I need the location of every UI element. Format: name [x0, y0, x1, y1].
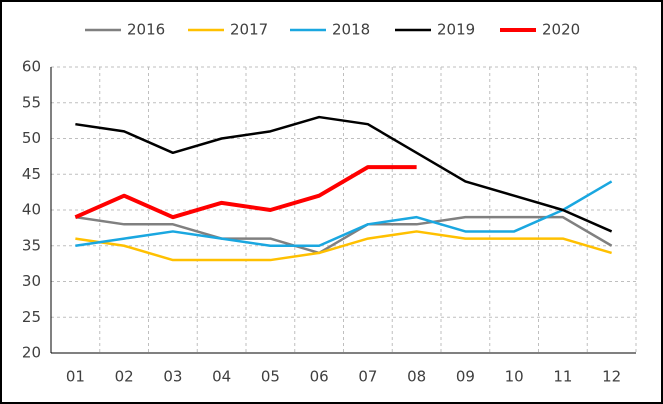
y-tick-label: 55: [22, 93, 41, 111]
series-line: [74, 165, 417, 220]
x-tick-label: 04: [212, 368, 231, 386]
y-tick-label: 25: [22, 308, 41, 326]
x-tick-label: 12: [602, 368, 621, 386]
legend-label: 2018: [332, 21, 370, 39]
y-tick-label: 30: [22, 272, 41, 290]
y-tick-label: 50: [22, 129, 41, 147]
x-tick-label: 01: [66, 368, 85, 386]
x-tick-label: 05: [261, 368, 280, 386]
x-tick-label: 08: [407, 368, 426, 386]
series-line: [75, 115, 613, 233]
x-tick-label: 02: [115, 368, 134, 386]
x-tick-label: 10: [505, 368, 524, 386]
legend-label: 2019: [437, 21, 475, 39]
legend-label: 2020: [542, 21, 580, 39]
x-tick-label: 07: [358, 368, 377, 386]
x-tick-label: 06: [310, 368, 329, 386]
y-tick-label: 35: [22, 236, 41, 254]
series-line: [75, 215, 613, 255]
series-line: [75, 230, 612, 262]
x-tick-label: 11: [553, 368, 572, 386]
y-tick-label: 60: [22, 58, 41, 76]
y-tick-label: 45: [22, 165, 41, 183]
legend-label: 2016: [127, 21, 165, 39]
legend-label: 2017: [230, 21, 268, 39]
y-tick-label: 20: [22, 344, 41, 362]
y-tick-label: 40: [22, 201, 41, 219]
series-line: [75, 180, 613, 247]
x-tick-label: 09: [456, 368, 475, 386]
x-tick-label: 03: [163, 368, 182, 386]
